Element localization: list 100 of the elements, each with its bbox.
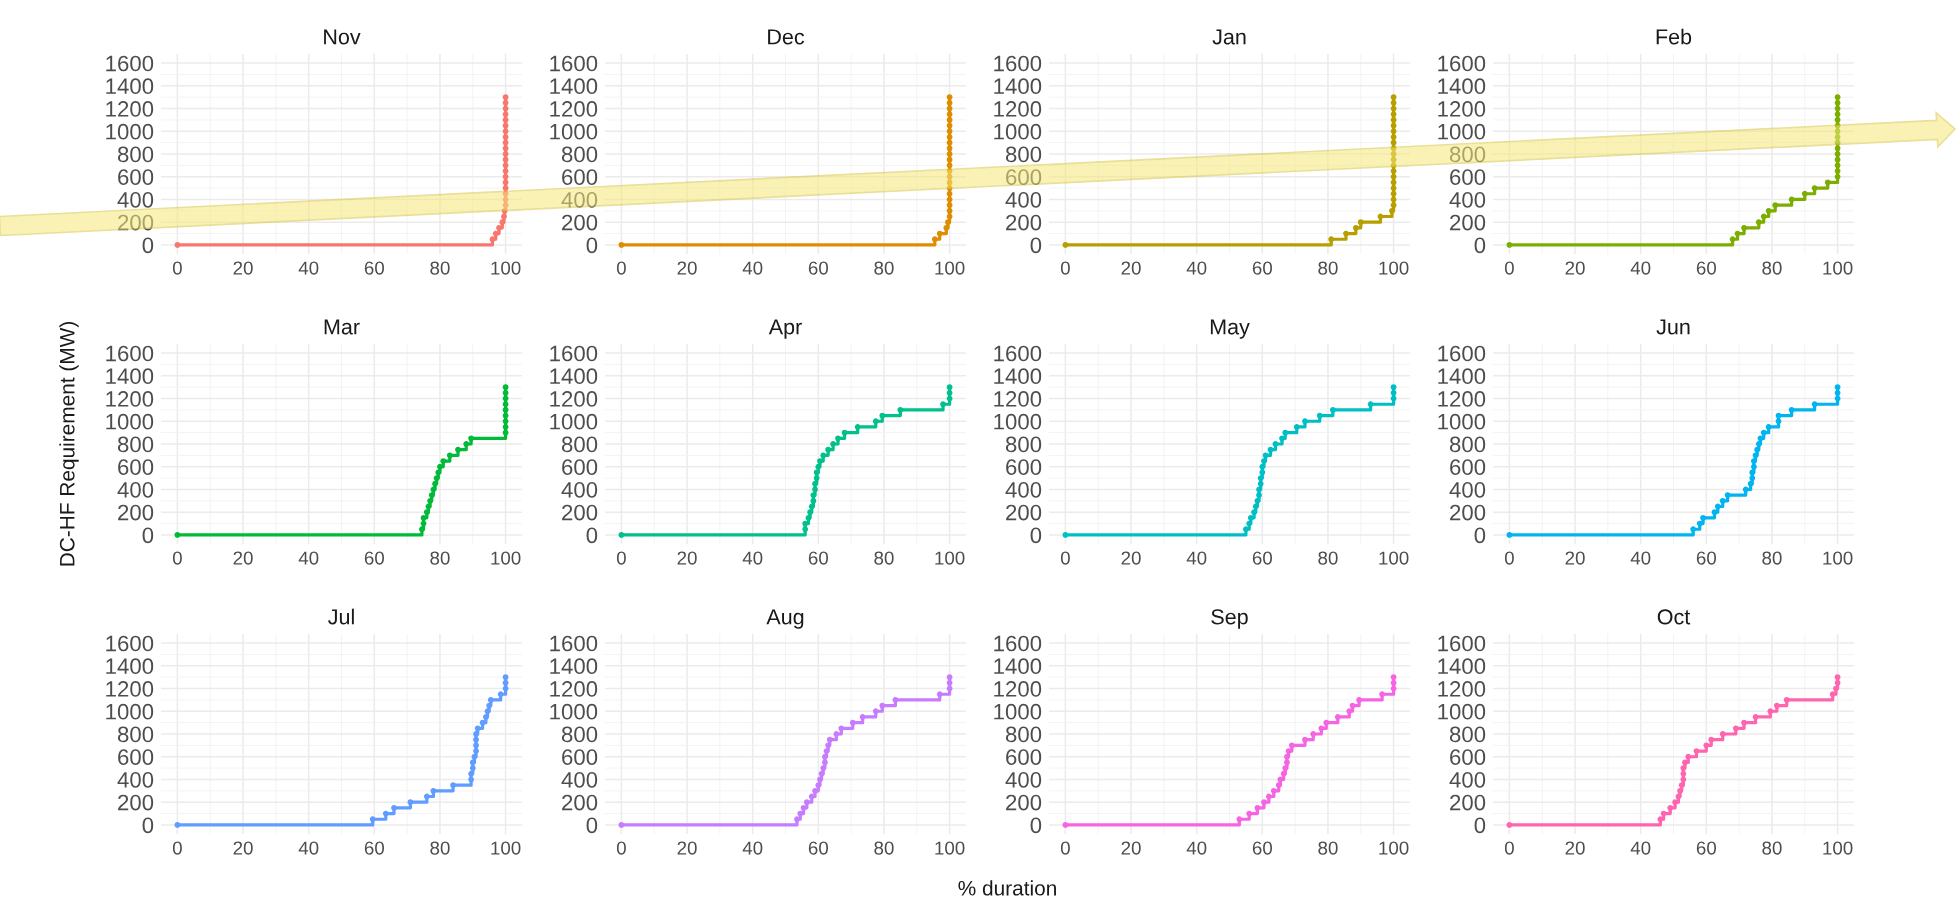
x-tick-label: 60	[364, 261, 385, 275]
y-tick-label: 800	[1449, 726, 1486, 743]
y-tick-label: 200	[118, 794, 154, 811]
point	[489, 236, 496, 243]
point	[1834, 94, 1841, 101]
point	[823, 748, 830, 754]
x-tick-label: 100	[1823, 551, 1853, 565]
y-tick-label: 0	[142, 817, 154, 834]
point	[502, 679, 509, 686]
x-tick-label: 100	[491, 551, 521, 565]
point	[174, 531, 181, 538]
chart-title: Nov	[324, 29, 361, 45]
point	[1285, 748, 1292, 754]
point	[1242, 526, 1249, 533]
x-tick-label: 20	[1565, 551, 1585, 565]
point	[1811, 185, 1818, 192]
point	[1773, 702, 1780, 709]
point	[1390, 674, 1397, 681]
point	[474, 725, 481, 732]
point	[1714, 503, 1721, 510]
x-tick-label: 100	[491, 841, 521, 855]
point	[946, 151, 953, 157]
y-tick-label: 1600	[550, 635, 598, 652]
point	[946, 213, 953, 220]
point	[1775, 412, 1782, 419]
point	[946, 94, 953, 101]
y-tick-label: 0	[1474, 817, 1486, 834]
y-tick-label: 0	[586, 237, 598, 254]
y-tick-label: 1400	[106, 78, 154, 95]
x-tick-label: 80	[874, 841, 894, 855]
point	[1288, 742, 1295, 749]
point	[502, 116, 509, 123]
x-tick-label: 80	[1318, 841, 1338, 855]
x-tick-label: 0	[172, 261, 182, 275]
y-tick-label: 1000	[994, 413, 1042, 430]
chart-title: Sep	[1211, 609, 1248, 629]
y-tick-label: 1600	[1438, 55, 1486, 72]
point	[1690, 526, 1697, 533]
y-tick-label: 1400	[1438, 368, 1486, 385]
point	[1282, 429, 1289, 436]
point	[482, 714, 489, 720]
x-tick-label: 20	[1565, 841, 1585, 855]
y-tick-label: 800	[1005, 436, 1042, 453]
x-tick-label: 80	[430, 551, 450, 565]
x-tick-label: 40	[742, 261, 763, 275]
point	[803, 799, 810, 806]
point	[502, 389, 509, 396]
y-tick-label: 0	[586, 527, 598, 544]
point	[1772, 202, 1779, 209]
point	[815, 463, 822, 470]
point	[423, 509, 430, 516]
x-tick-label: 100	[1379, 261, 1409, 275]
point	[1677, 787, 1683, 794]
point	[1254, 497, 1261, 504]
point	[1236, 816, 1243, 823]
y-tick-label: 1200	[1438, 681, 1486, 697]
x-tick-label: 0	[1504, 841, 1514, 855]
point	[812, 480, 818, 487]
point	[468, 435, 475, 442]
point	[1506, 531, 1513, 538]
point	[1379, 691, 1386, 698]
y-tick-label: 0	[142, 527, 154, 544]
point	[1390, 151, 1397, 157]
point	[1343, 230, 1349, 237]
point	[1750, 463, 1757, 470]
y-tick-label: 600	[1450, 459, 1486, 475]
point	[502, 429, 509, 436]
point	[1390, 111, 1397, 118]
y-tick-label: 400	[561, 191, 598, 208]
point	[1672, 799, 1679, 806]
point	[946, 105, 953, 112]
y-tick-label: 0	[1030, 527, 1042, 544]
point	[807, 509, 814, 516]
x-axis-title: % duration	[958, 880, 1056, 896]
x-tick-label: 80	[1762, 841, 1782, 855]
point	[502, 151, 509, 157]
point	[1724, 492, 1731, 499]
y-tick-label: 200	[562, 794, 598, 811]
point	[468, 770, 475, 777]
point	[1788, 406, 1795, 413]
point	[502, 685, 509, 692]
point	[1310, 731, 1317, 737]
point	[427, 497, 434, 504]
point	[1257, 475, 1264, 482]
point	[497, 691, 504, 698]
point	[892, 696, 899, 703]
point	[897, 406, 904, 413]
point	[1834, 674, 1841, 681]
point	[826, 736, 833, 743]
x-tick-label: 60	[1252, 841, 1273, 855]
point	[1719, 731, 1726, 737]
y-tick-label: 1000	[106, 123, 154, 140]
point	[1275, 782, 1282, 789]
point	[496, 224, 502, 231]
chart-title: Jul	[328, 608, 354, 625]
x-tick-label: 40	[1630, 551, 1651, 565]
y-tick-label: 1400	[550, 368, 598, 385]
x-tick-label: 60	[1252, 261, 1273, 275]
point	[859, 714, 866, 720]
y-tick-label: 1400	[1438, 658, 1486, 675]
